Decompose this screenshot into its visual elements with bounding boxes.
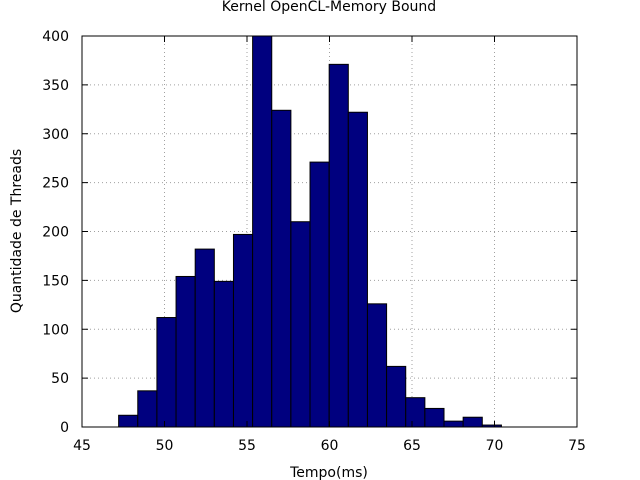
x-axis-title: Tempo(ms)	[289, 465, 368, 480]
histogram-bar	[309, 161, 330, 428]
histogram-bar	[213, 280, 234, 428]
histogram-bar	[194, 248, 215, 428]
x-tick-label: 45	[73, 438, 91, 454]
histogram-bar	[118, 414, 139, 428]
histogram-bar	[366, 303, 388, 428]
y-tick-label: 250	[42, 176, 69, 192]
x-tick-label: 75	[568, 438, 586, 454]
histogram-bar	[252, 35, 273, 428]
x-tick-label: 70	[486, 438, 504, 454]
x-tick-label: 65	[403, 438, 421, 454]
histogram-bar	[137, 390, 158, 428]
y-tick-label: 100	[42, 322, 69, 338]
histogram-bar	[443, 420, 464, 428]
y-tick-label: 200	[42, 225, 69, 241]
histogram-bar	[386, 365, 407, 428]
histogram-bar	[175, 275, 196, 428]
y-tick-label: 50	[51, 371, 69, 387]
bars	[118, 35, 502, 428]
histogram-bar	[271, 109, 292, 428]
grid	[82, 36, 577, 427]
y-tick-label: 400	[42, 29, 69, 45]
histogram-bar	[462, 416, 483, 428]
chart-title: Kernel OpenCL-Memory Bound	[222, 0, 436, 15]
y-tick-label: 350	[42, 78, 69, 94]
y-axis-title: Quantidade de Threads	[9, 149, 25, 313]
histogram-bar	[328, 63, 349, 428]
histogram-bar	[347, 111, 368, 428]
histogram-bar	[156, 317, 177, 428]
histogram-bar	[424, 407, 445, 428]
y-tick-label: 300	[42, 127, 69, 143]
x-tick-label: 55	[238, 438, 256, 454]
y-tick-label: 0	[60, 420, 69, 436]
histogram-bar	[405, 397, 426, 428]
histogram-bar	[232, 233, 254, 428]
axis-ticks: 45 50 55 60 65 70 75 0 50 100 150 200 250 300 350 400	[42, 29, 586, 454]
histogram-bar	[290, 221, 311, 428]
x-tick-label: 50	[156, 438, 174, 454]
y-tick-label: 150	[42, 273, 69, 289]
x-tick-label: 60	[321, 438, 339, 454]
